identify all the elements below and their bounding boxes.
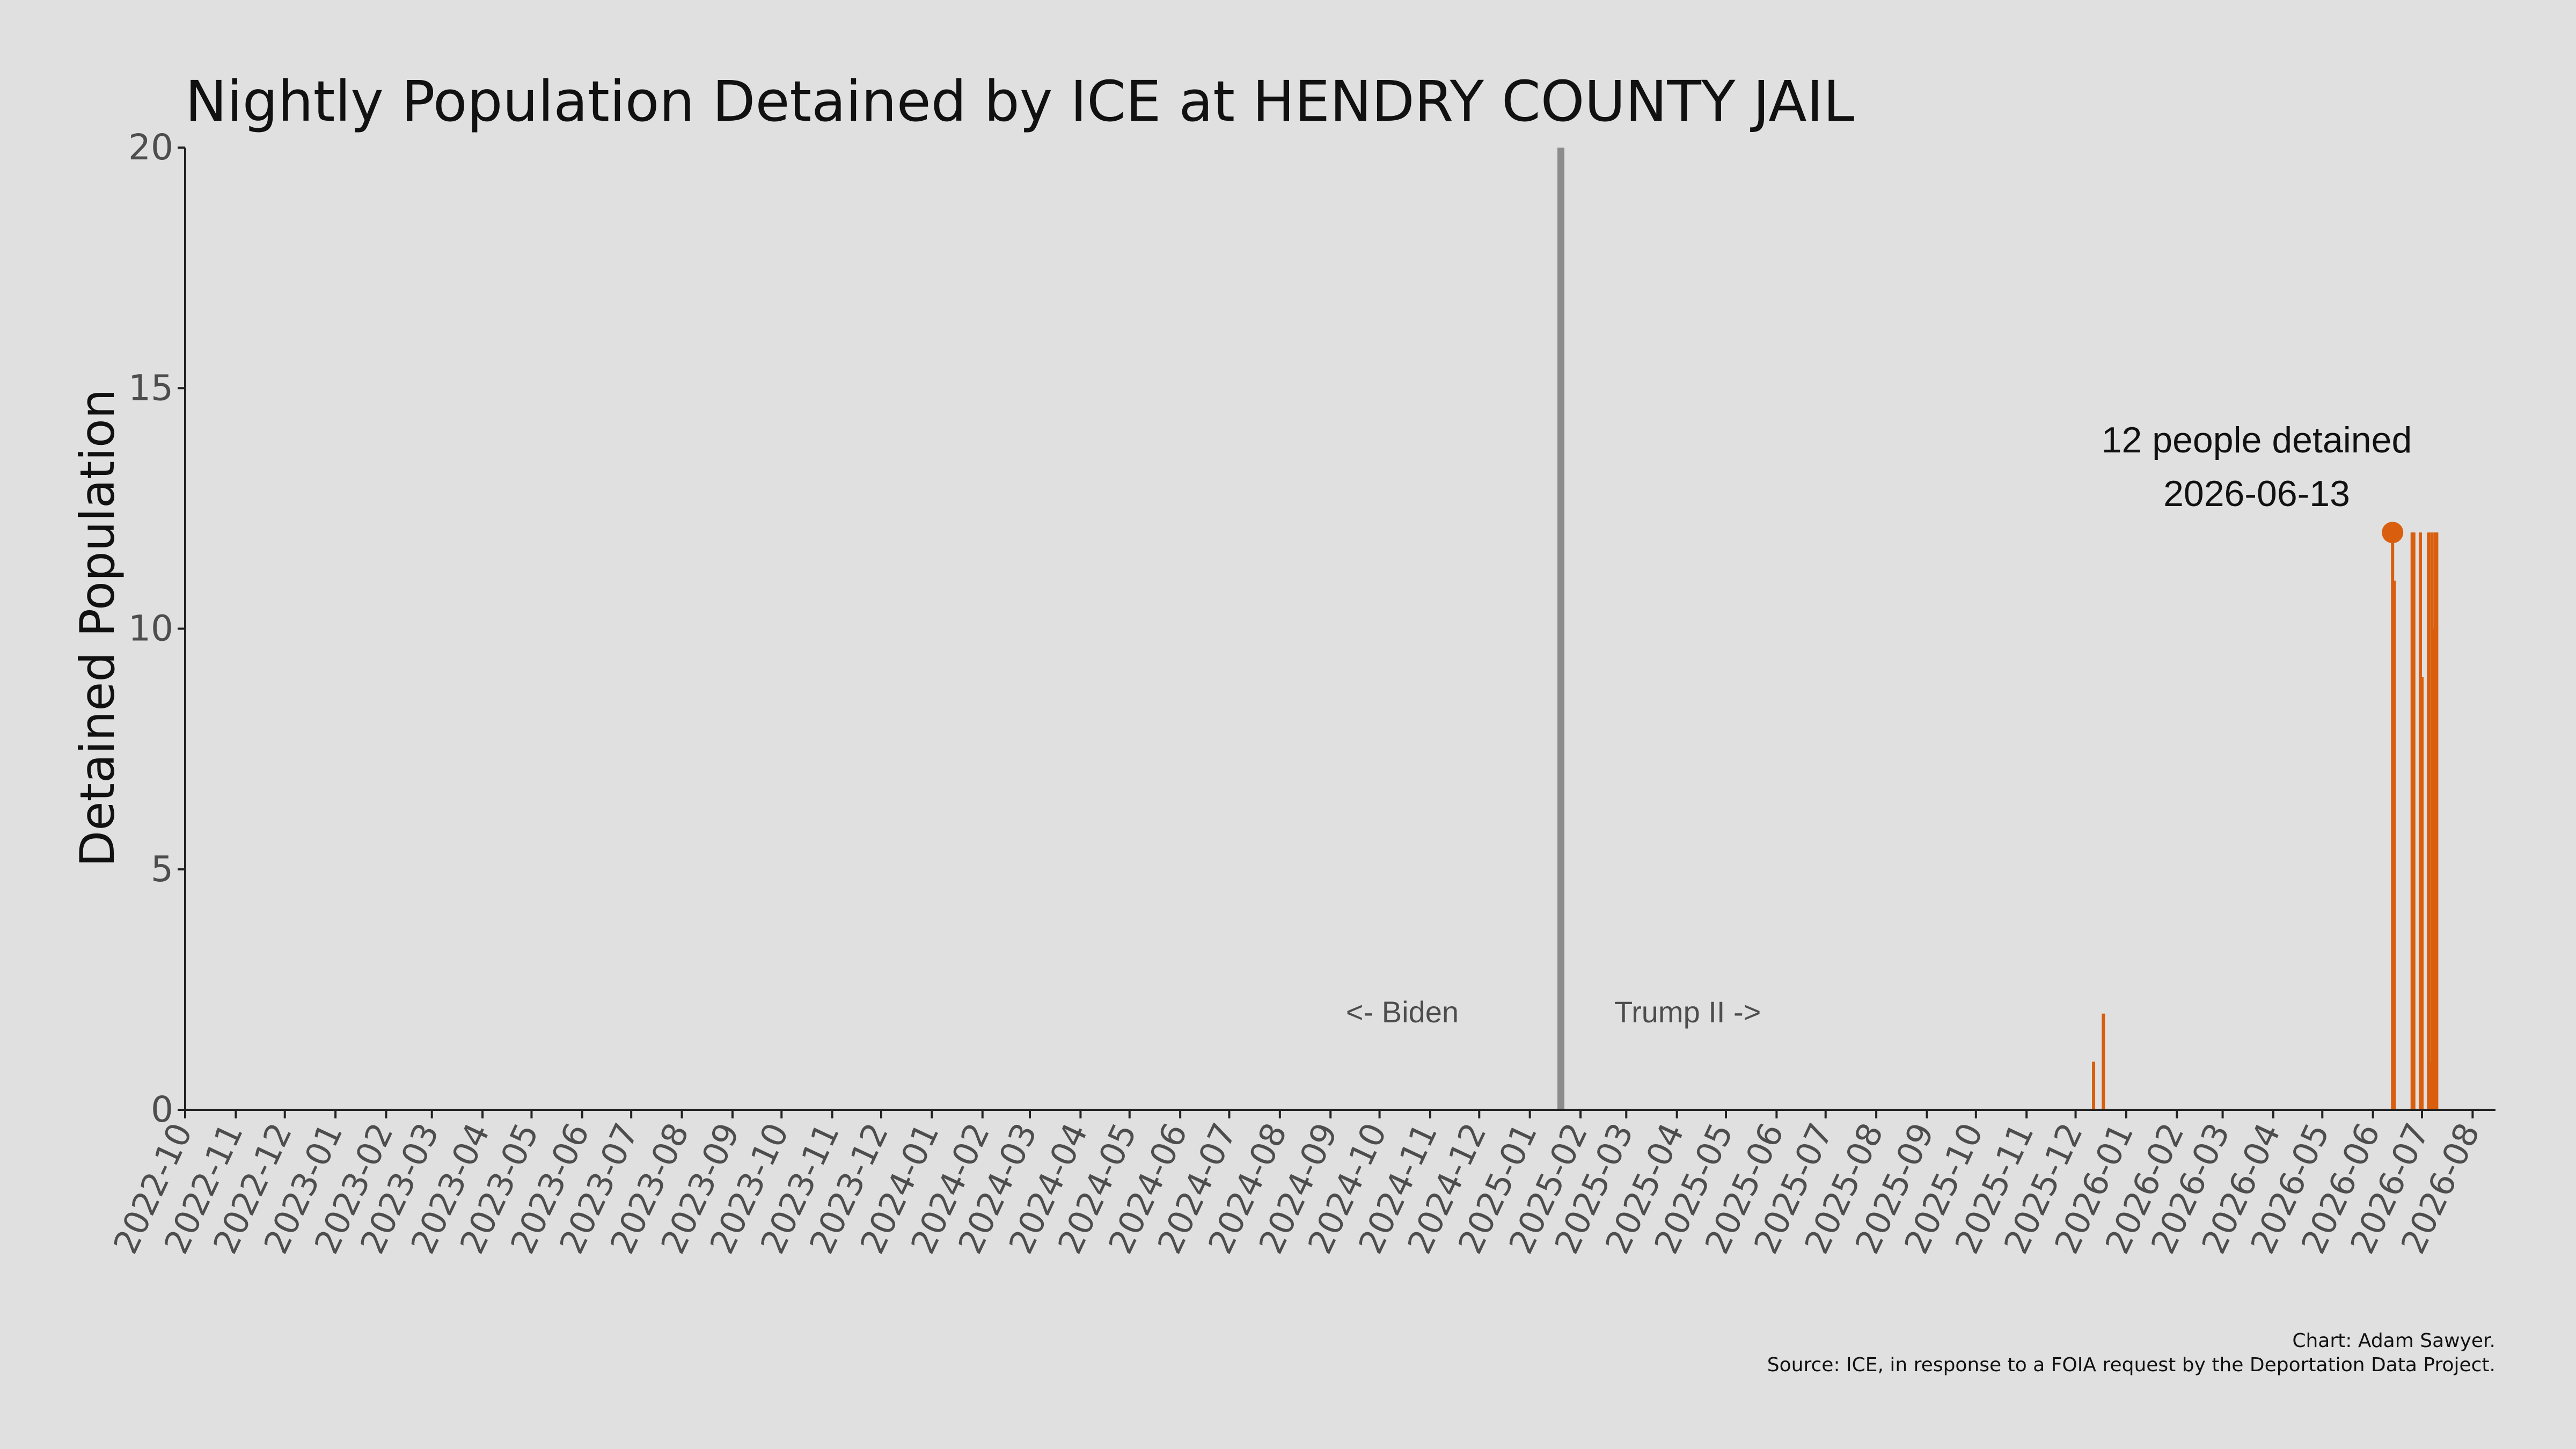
highlight-layer — [2382, 522, 2404, 544]
bar — [2433, 532, 2437, 1110]
y-tick-label: 0 — [151, 1089, 173, 1130]
bar — [2412, 532, 2416, 1110]
axes-layer — [184, 148, 2496, 1111]
bar — [2391, 532, 2395, 1110]
bar — [2420, 677, 2424, 1110]
bar — [2092, 1062, 2096, 1110]
bar — [2418, 532, 2422, 1110]
bar — [2102, 1013, 2105, 1110]
bar — [2428, 1062, 2432, 1110]
bar — [2432, 628, 2435, 1110]
bars-layer — [2092, 532, 2439, 1110]
chart-title: Nightly Population Detained by ICE at HE… — [185, 69, 1854, 134]
x-ticks-layer: 2022-102022-112022-122023-012023-022023-… — [106, 1110, 2487, 1260]
credit-author: Chart: Adam Sawyer. — [2292, 1330, 2496, 1352]
annotation-date: 2026-06-13 — [2163, 473, 2350, 514]
annotation-count: 12 people detained — [2102, 420, 2412, 460]
credit-source: Source: ICE, in response to a FOIA reque… — [1767, 1354, 2496, 1376]
highlight-point — [2382, 522, 2404, 544]
y-tick-label: 5 — [151, 848, 173, 890]
era-label-trump: Trump II -> — [1614, 995, 1761, 1029]
bar — [2410, 532, 2414, 1110]
bar — [2392, 580, 2396, 1110]
y-axis-label: Detained Population — [70, 389, 125, 867]
y-tick-label: 20 — [128, 127, 173, 168]
era-label-biden: <- Biden — [1346, 995, 1459, 1029]
bar — [2427, 532, 2431, 1110]
bar — [2430, 532, 2434, 1110]
y-ticks-layer: 0 5 10 15 20 — [128, 127, 185, 1130]
bar — [2435, 532, 2439, 1110]
y-tick-label: 15 — [128, 367, 173, 408]
y-tick-label: 10 — [128, 608, 173, 649]
